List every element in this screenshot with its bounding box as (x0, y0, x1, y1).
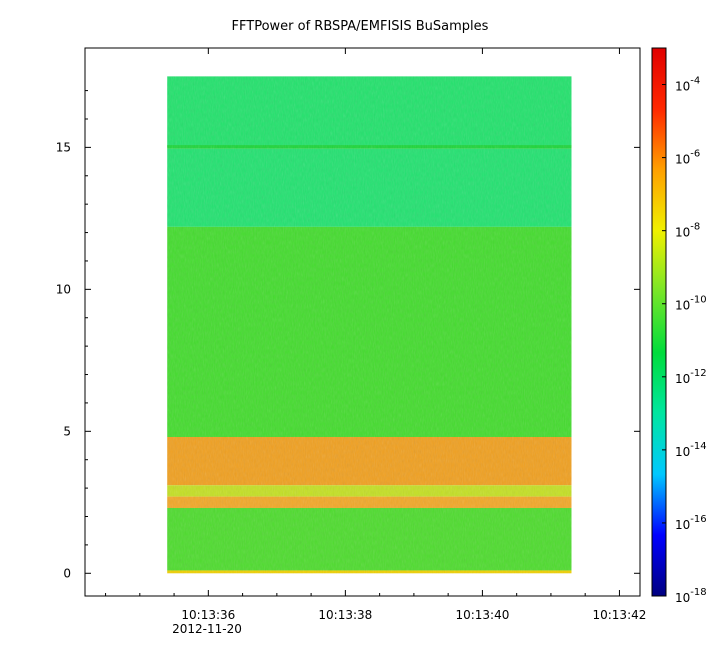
colorbar-tick-label: 10-12 (675, 368, 707, 386)
y-tick-label: 15 (56, 140, 71, 154)
x-date-label: 2012-11-20 (172, 622, 242, 636)
colorbar-tick-label: 10-16 (675, 514, 707, 532)
y-tick-label: 10 (56, 282, 71, 296)
colorbar-tick-label: 10-4 (675, 76, 700, 94)
y-tick-label: 5 (63, 424, 71, 438)
colorbar-tick-label: 10-6 (675, 149, 700, 167)
x-tick-label: 10:13:42 (592, 608, 646, 622)
colorbar-tick-label: 10-10 (675, 295, 707, 313)
heatmap-texture (167, 76, 572, 574)
colorbar-tick-label: 10-14 (675, 441, 707, 459)
y-axis: 0 5 10 15 (56, 90, 640, 580)
x-tick-label: 10:13:38 (318, 608, 372, 622)
colorbar-tick-label: 10-18 (675, 587, 707, 605)
x-tick-label: 10:13:36 (181, 608, 235, 622)
y-tick-label: 0 (63, 566, 71, 580)
colorbar-axis: 10-4 10-6 10-8 10-10 10-12 10-14 10-16 10-18 (662, 76, 707, 605)
colorbar (651, 47, 667, 597)
chart-title: FFTPower of RBSPA/EMFISIS BuSamples (232, 19, 489, 34)
x-axis: 10:13:36 10:13:38 10:13:40 10:13:42 (105, 48, 646, 622)
x-tick-label: 10:13:40 (455, 608, 509, 622)
colorbar-tick-label: 10-8 (675, 222, 700, 240)
